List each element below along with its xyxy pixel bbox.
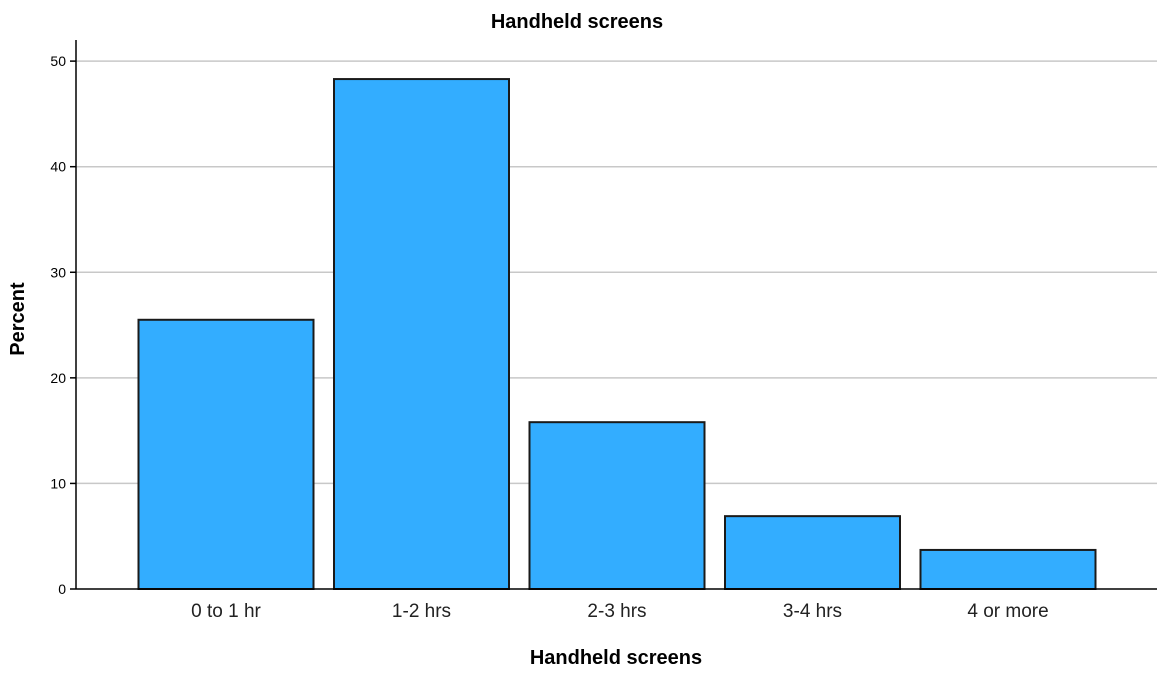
bar-4 — [724, 515, 901, 590]
y-tick-label: 20 — [50, 370, 66, 386]
bar-2 — [333, 78, 510, 590]
x-tick-label: 2-3 hrs — [587, 601, 646, 622]
y-tick-label: 30 — [50, 264, 66, 280]
bar-3 — [528, 421, 706, 591]
x-tick-label: 3-4 hrs — [783, 601, 842, 622]
x-tick-label: 0 to 1 hr — [191, 601, 261, 622]
x-axis-label: Handheld screens — [530, 647, 702, 669]
x-tick-label: 4 or more — [967, 601, 1048, 622]
chart-title: Handheld screens — [491, 11, 663, 33]
x-tick-labels: 0 to 1 hr 1-2 hrs 2-3 hrs 3-4 hrs 4 or more — [191, 601, 1049, 622]
x-tick-label: 1-2 hrs — [392, 601, 451, 622]
bar-5 — [919, 548, 1097, 590]
y-axis-label: Percent — [7, 282, 29, 356]
y-tick-label: 40 — [50, 159, 66, 175]
y-tick-labels: 0 10 20 30 40 50 — [50, 53, 66, 597]
bar-1 — [137, 318, 315, 590]
y-tick-label: 50 — [50, 53, 66, 69]
y-tick-label: 0 — [58, 581, 66, 597]
y-tick-label: 10 — [50, 475, 66, 491]
bars — [137, 78, 1097, 591]
